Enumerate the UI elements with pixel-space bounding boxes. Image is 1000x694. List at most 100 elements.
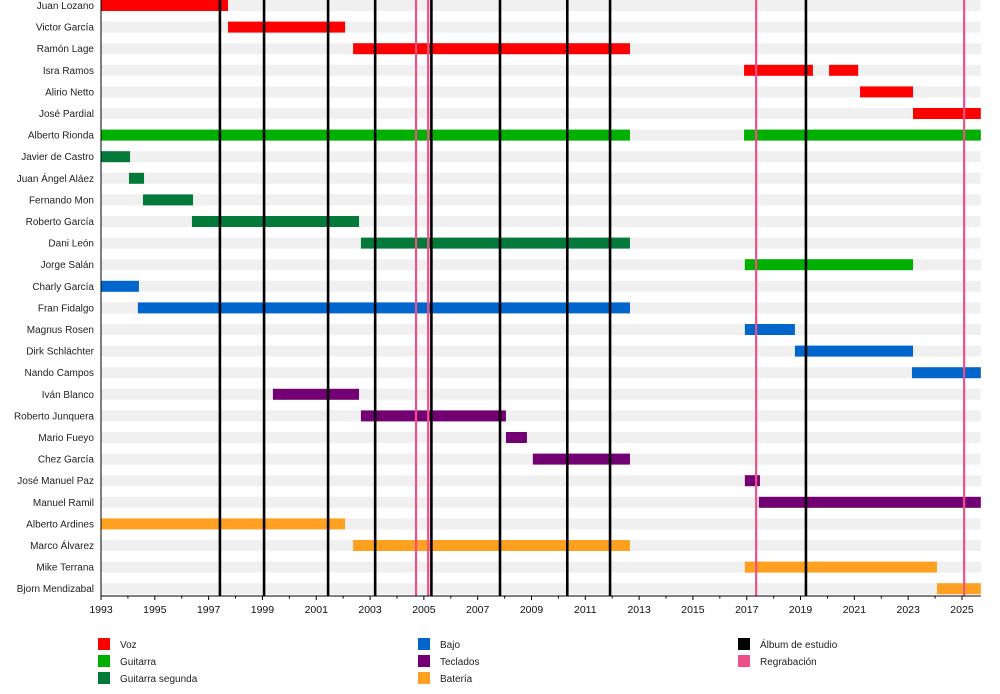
- membership-bars: [101, 0, 981, 595]
- row-stripe: [101, 367, 981, 379]
- member-label: Alirio Netto: [45, 87, 94, 98]
- row-stripe: [101, 432, 981, 443]
- member-label: Fran Fidalgo: [38, 303, 95, 314]
- row-stripe: [101, 583, 981, 595]
- row-stripe: [101, 21, 981, 33]
- legend-label: Guitarra segunda: [120, 674, 198, 685]
- member-label: Roberto García: [26, 217, 95, 228]
- member-bar: [142, 194, 194, 206]
- row-stripe: [101, 216, 981, 227]
- member-bar: [272, 388, 360, 400]
- x-tick-label: 2017: [735, 604, 759, 616]
- member-label: Jorge Salán: [41, 260, 94, 271]
- member-bar: [191, 216, 360, 227]
- member-label: Roberto Junquera: [14, 411, 94, 422]
- member-bar: [101, 518, 346, 530]
- row-stripe: [101, 496, 981, 508]
- x-tick-label: 2011: [574, 604, 597, 616]
- event-lines: [218, 0, 966, 596]
- member-bar: [744, 259, 914, 271]
- member-bar: [353, 540, 630, 551]
- member-bar: [137, 302, 630, 314]
- member-bar: [744, 324, 795, 335]
- legend-label: Bajo: [440, 640, 460, 651]
- x-tick-label: 2019: [789, 604, 813, 616]
- row-stripe: [101, 194, 981, 206]
- row-stripe: [101, 0, 981, 11]
- row-stripe: [101, 64, 981, 76]
- x-tick-label: 2005: [412, 604, 436, 616]
- x-tick-label: 2025: [950, 604, 974, 616]
- member-label: Manuel Ramil: [33, 498, 94, 509]
- member-bar: [913, 108, 981, 119]
- row-stripe: [101, 151, 981, 163]
- member-bar: [911, 367, 981, 379]
- legend-label: Regrabación: [760, 657, 817, 668]
- member-label: Isra Ramos: [43, 66, 94, 77]
- member-label: Dirk Schlächter: [26, 347, 94, 358]
- member-bar: [505, 432, 527, 443]
- member-bar: [758, 496, 981, 508]
- legend-swatch: [418, 655, 430, 667]
- x-tick-label: 2013: [627, 604, 651, 616]
- row-stripe: [101, 518, 981, 530]
- member-bar: [227, 21, 346, 33]
- row-stripe: [101, 388, 981, 400]
- member-bar: [744, 64, 813, 76]
- legend-swatch: [738, 638, 750, 650]
- member-labels: Juan Lozano Victor García Ramón Lage Isra R…: [14, 1, 95, 595]
- x-axis: 1993 1995 1997 1999 2001 2003 2005 2007 2009 2011…: [89, 0, 981, 616]
- row-stripe: [101, 324, 981, 335]
- member-bar: [744, 129, 981, 141]
- row-stripe: [101, 345, 981, 357]
- x-tick-label: 2009: [520, 604, 544, 616]
- legend-swatch: [98, 672, 110, 684]
- row-stripe: [101, 561, 981, 573]
- row-stripe: [101, 172, 981, 184]
- x-tick-label: 1993: [89, 604, 113, 616]
- row-stripe: [101, 108, 981, 119]
- member-label: Chez García: [38, 455, 95, 466]
- member-label: Ramón Lage: [37, 44, 95, 55]
- member-bar: [101, 280, 139, 292]
- legend-swatch: [98, 638, 110, 650]
- member-label: Juan Lozano: [37, 1, 95, 12]
- member-bar: [360, 237, 630, 249]
- legend-label: Voz: [120, 640, 137, 651]
- member-label: Iván Blanco: [42, 390, 95, 401]
- legend-swatch: [418, 672, 430, 684]
- row-stripe: [101, 475, 981, 487]
- member-bar: [829, 64, 859, 76]
- member-bar: [101, 0, 228, 11]
- member-label: Alberto Rionda: [28, 131, 95, 142]
- member-bar: [860, 86, 914, 98]
- member-bar: [128, 172, 145, 184]
- member-label: Mike Terrana: [36, 563, 94, 574]
- member-label: Marco Álvarez: [30, 539, 94, 552]
- x-tick-label: 2003: [358, 604, 382, 616]
- member-label: Charly García: [32, 282, 94, 293]
- member-bar: [360, 410, 506, 422]
- member-label: Nando Campos: [25, 368, 94, 379]
- legend-label: Guitarra: [120, 657, 157, 668]
- member-bar: [744, 475, 760, 487]
- legend-label: Teclados: [440, 657, 479, 668]
- member-label: Bjorn Mendizabal: [17, 584, 94, 595]
- x-tick-label: 2001: [305, 604, 329, 616]
- legend-swatch: [418, 638, 430, 650]
- x-tick-label: 1999: [251, 604, 275, 616]
- x-tick-label: 2007: [466, 604, 490, 616]
- member-label: Fernando Mon: [29, 195, 94, 206]
- legend-swatch: [98, 655, 110, 667]
- member-bar: [101, 151, 131, 163]
- legend-label: Álbum de estudio: [760, 638, 838, 651]
- legend: Voz Guitarra Guitarra segunda Bajo Teclados B…: [98, 638, 838, 685]
- member-label: Javier de Castro: [21, 152, 94, 163]
- legend-label: Batería: [440, 674, 473, 685]
- member-label: Victor García: [36, 23, 95, 34]
- x-tick-label: 1997: [197, 604, 221, 616]
- x-tick-label: 2015: [681, 604, 705, 616]
- x-tick-label: 2023: [897, 604, 921, 616]
- member-bar: [936, 583, 981, 595]
